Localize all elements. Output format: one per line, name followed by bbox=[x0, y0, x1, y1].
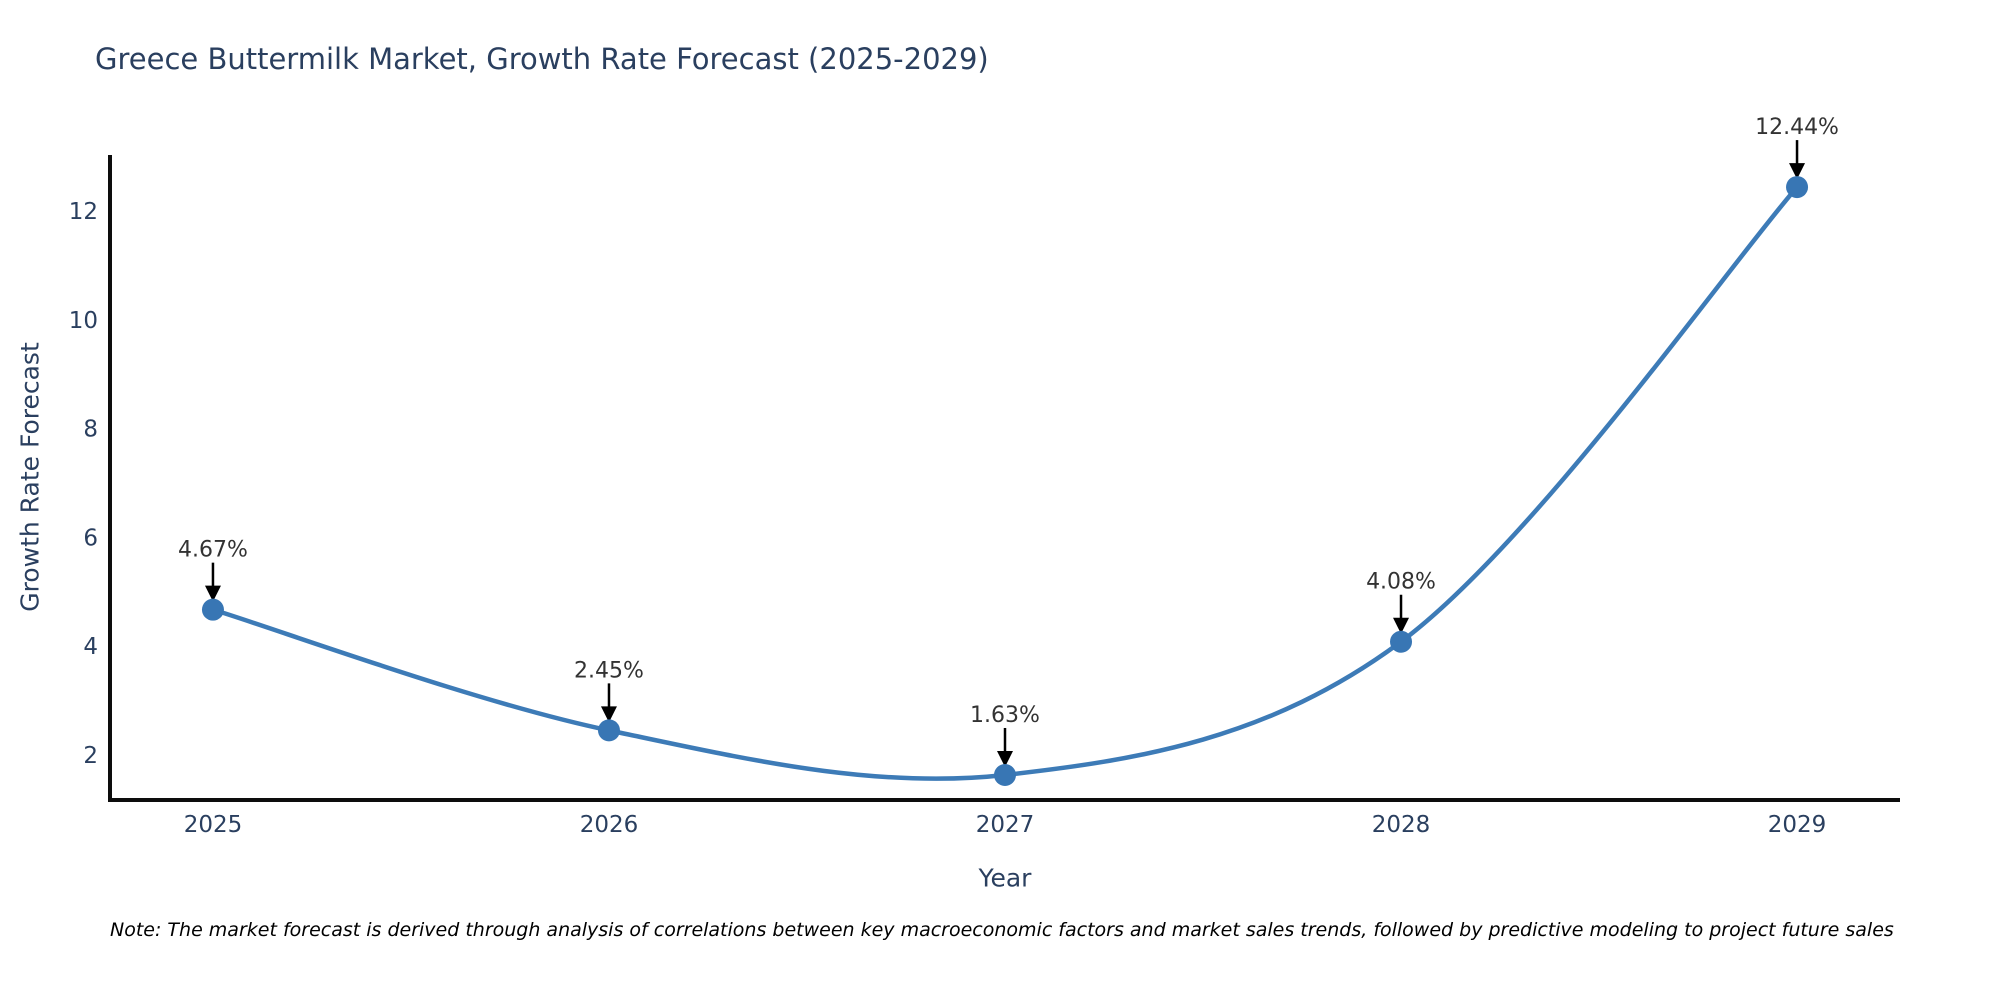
y-axis-title: Growth Rate Forecast bbox=[15, 342, 45, 612]
y-tick-label: 6 bbox=[83, 525, 98, 551]
chart-title: Greece Buttermilk Market, Growth Rate Fo… bbox=[95, 42, 989, 76]
data-point-2025[interactable] bbox=[201, 598, 224, 621]
data-point-2028[interactable] bbox=[1390, 630, 1413, 653]
x-tick-label: 2027 bbox=[976, 812, 1035, 838]
data-point-label: 4.08% bbox=[1366, 570, 1436, 595]
x-tick-label: 2028 bbox=[1372, 812, 1431, 838]
data-point-2029[interactable] bbox=[1786, 176, 1809, 199]
x-tick-label: 2026 bbox=[580, 812, 639, 838]
footnote: Note: The market forecast is derived thr… bbox=[110, 919, 1894, 941]
annotation-arrowhead bbox=[204, 585, 221, 602]
y-tick-label: 10 bbox=[69, 308, 98, 334]
trend-line bbox=[210, 184, 1800, 781]
data-point-label: 12.44% bbox=[1755, 115, 1839, 140]
x-axis-title: Year bbox=[978, 863, 1032, 893]
annotation-arrowhead bbox=[1393, 617, 1410, 634]
data-point-label: 4.67% bbox=[178, 538, 248, 563]
data-point-2027[interactable] bbox=[994, 763, 1016, 786]
x-tick-label: 2029 bbox=[1768, 812, 1827, 838]
x-tick-label: 2025 bbox=[184, 812, 243, 838]
annotation-arrowhead bbox=[1789, 163, 1806, 180]
data-point-label: 1.63% bbox=[970, 703, 1040, 728]
y-tick-label: 12 bbox=[69, 199, 98, 225]
data-point-2026[interactable] bbox=[597, 719, 620, 742]
data-point-label: 2.45% bbox=[574, 658, 644, 683]
annotation-arrowhead bbox=[600, 706, 617, 723]
y-tick-label: 2 bbox=[83, 743, 98, 769]
y-tick-label: 8 bbox=[83, 417, 98, 443]
annotation-arrowhead bbox=[997, 750, 1013, 767]
y-tick-label: 4 bbox=[83, 634, 98, 660]
